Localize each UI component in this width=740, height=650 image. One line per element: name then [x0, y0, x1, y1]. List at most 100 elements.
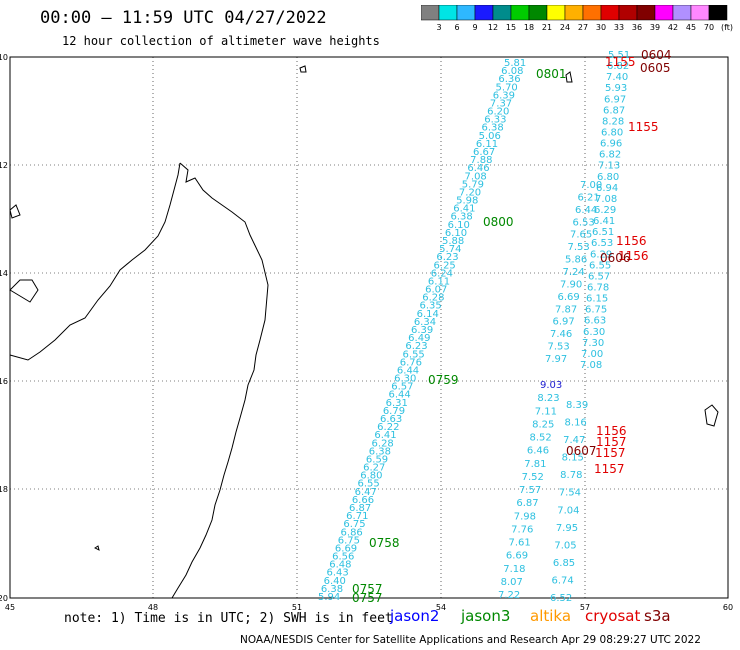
- satellite-legend-jason3: jason3: [461, 607, 511, 625]
- swh-value: 7.30: [582, 338, 604, 349]
- swh-value: 5.70: [496, 82, 518, 93]
- swh-value: 6.40: [324, 576, 346, 587]
- colorbar-label: 70: [704, 23, 714, 32]
- swh-value: 6.69: [558, 292, 580, 303]
- swh-value: 8.78: [560, 470, 582, 481]
- colorbar-label: 39: [650, 23, 660, 32]
- swh-value: 6.75: [585, 305, 607, 316]
- swh-value: 6.36: [498, 74, 520, 85]
- colorbar-swatch: [546, 5, 566, 21]
- swh-value: 6.55: [403, 349, 425, 360]
- swh-value: 7.76: [511, 524, 533, 535]
- swh-value: 6.59: [366, 454, 388, 465]
- colorbar-swatch: [672, 5, 692, 21]
- colorbar-label: 21: [542, 23, 552, 32]
- swh-value: 7.18: [503, 564, 525, 575]
- swh-value: 6.44: [575, 205, 597, 216]
- swh-value: 7.88: [470, 155, 492, 166]
- pass-time-label: 0758: [369, 536, 400, 550]
- lat-tick-label: -18: [0, 485, 8, 494]
- pass-time-label: 0759: [428, 373, 459, 387]
- swh-value: 6.11: [428, 276, 450, 287]
- colorbar-swatch: [421, 5, 440, 21]
- swh-value: 6.20: [487, 107, 509, 118]
- pass-time-label: 0605: [640, 61, 671, 75]
- pass-time-label: 1157: [596, 435, 627, 449]
- colorbar-swatch: [456, 5, 476, 21]
- swh-value: 6.55: [589, 260, 611, 271]
- swh-value: 6.38: [321, 584, 343, 595]
- swh-value: 6.80: [597, 172, 619, 183]
- swh-value: 7.22: [498, 590, 520, 601]
- swh-value: 6.30: [583, 327, 605, 338]
- swh-value: 5.06: [479, 131, 501, 142]
- colorbar-swatch: [474, 5, 494, 21]
- lat-tick-label: -14: [0, 269, 8, 278]
- madagascar-coastline: [9, 162, 269, 599]
- swh-value: 6.69: [506, 551, 528, 562]
- swh-value: 6.46: [467, 163, 489, 174]
- pass-time-label: 1156: [618, 249, 649, 263]
- swh-value: 6.97: [553, 317, 575, 328]
- swh-value: 7.53: [548, 342, 570, 353]
- swh-value: 6.47: [355, 487, 377, 498]
- swh-value: 7.47: [563, 435, 585, 446]
- swh-value: 6.41: [453, 204, 475, 215]
- swh-value: 7.08: [580, 360, 602, 371]
- colorbar-swatch: [690, 5, 710, 21]
- colorbar-label: 36: [632, 23, 642, 32]
- swh-value: 6.87: [349, 503, 371, 514]
- colorbar-swatch: [582, 5, 602, 21]
- swh-value: 6.24: [431, 268, 453, 279]
- swh-value: 6.78: [587, 283, 609, 294]
- colorbar-label: 18: [524, 23, 534, 32]
- colorbar-label: 3: [436, 23, 441, 32]
- swh-value: 7.81: [524, 459, 546, 470]
- colorbar-label: 12: [488, 23, 498, 32]
- swh-value: 6.82: [607, 61, 629, 72]
- swh-value: 6.41: [374, 430, 396, 441]
- colorbar-swatch: [564, 5, 584, 21]
- swh-value: 5.93: [605, 83, 627, 94]
- swh-value: 6.11: [476, 139, 498, 150]
- swh-value: 6.44: [388, 390, 410, 401]
- swh-value: 7.90: [560, 279, 582, 290]
- swh-value: 6.39: [493, 90, 515, 101]
- colorbar-swatch: [510, 5, 530, 21]
- colorbar-label: 24: [560, 23, 570, 32]
- swh-value: 6.53: [591, 238, 613, 249]
- swh-value: 6.31: [386, 398, 408, 409]
- swh-value: 6.25: [434, 260, 456, 271]
- swh-value: 6.10: [445, 228, 467, 239]
- pass-time-label: 1157: [594, 462, 625, 476]
- colorbar-swatch: [654, 5, 674, 21]
- swh-value: 6.48: [329, 560, 351, 571]
- colorbar-label: 6: [454, 23, 459, 32]
- colorbar-swatch: [438, 5, 458, 21]
- swh-value: 6.23: [405, 341, 427, 352]
- swh-value: 6.80: [601, 128, 623, 139]
- pass-time-label: 0757: [352, 582, 383, 596]
- swh-value: 6.96: [600, 139, 622, 150]
- swh-value: 6.82: [599, 150, 621, 161]
- swh-value: 6.29: [594, 205, 616, 216]
- colorbar-label: 42: [668, 23, 678, 32]
- pass-time-label: 0800: [483, 215, 514, 229]
- pass-time-label: 1157: [595, 446, 626, 460]
- colorbar-swatch: [636, 5, 656, 21]
- swh-value: 8.39: [566, 400, 588, 411]
- swh-value: 6.51: [592, 227, 614, 238]
- island: [299, 65, 307, 73]
- swh-value: 6.43: [326, 568, 348, 579]
- island: [9, 204, 21, 219]
- swh-value: 7.87: [555, 304, 577, 315]
- swh-value: 6.87: [516, 498, 538, 509]
- colorbar-labels: 3 6 9 12 15 18 21 24 27 30 33 36 39 42 45 70 (ft): [436, 23, 733, 32]
- swh-value: 6.38: [369, 446, 391, 457]
- swh-value: 6.80: [360, 471, 382, 482]
- satellite-legend-s3a: s3a: [644, 607, 671, 625]
- swh-value: 6.53: [573, 217, 595, 228]
- swh-value: 6.56: [332, 552, 354, 563]
- swh-value: 7.08: [465, 171, 487, 182]
- swh-value: 6.94: [596, 183, 618, 194]
